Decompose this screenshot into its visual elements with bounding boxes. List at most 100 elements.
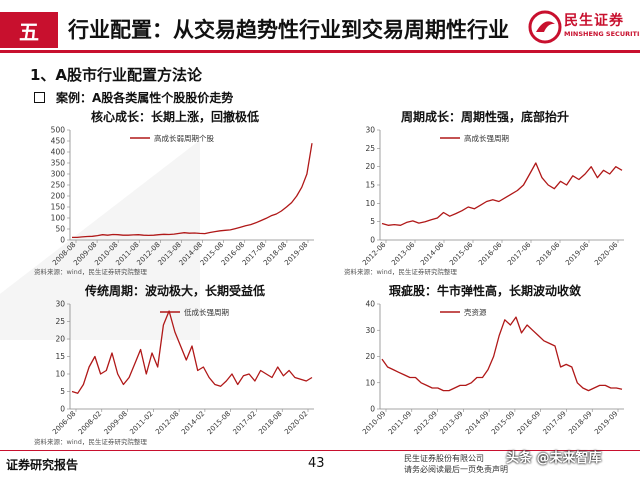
x-tick-label: 2015-08 bbox=[206, 410, 232, 436]
section-number-badge: 五 bbox=[0, 12, 58, 48]
y-tick-label: 0 bbox=[60, 236, 65, 245]
y-tick-label: 25 bbox=[365, 144, 375, 153]
y-tick-label: 400 bbox=[51, 148, 66, 157]
x-tick-label: 2013-06 bbox=[390, 240, 417, 267]
page-number: 43 bbox=[308, 456, 325, 471]
y-tick-label: 15 bbox=[365, 181, 375, 190]
x-tick-label: 2018-06 bbox=[535, 240, 562, 267]
header-divider bbox=[0, 50, 640, 53]
bullet-square-icon bbox=[34, 92, 45, 103]
chart-flawed-stock: 瑕疵股：牛市弹性高，长期波动收敛 0 10 20 30 40 2010-09 2011-09… bbox=[340, 282, 630, 447]
page-title: 行业配置：从交易趋势性行业到交易周期性行业 bbox=[68, 18, 509, 42]
y-tick-label: 20 bbox=[365, 162, 375, 171]
footer-divider bbox=[0, 450, 640, 451]
y-tick-label: 450 bbox=[51, 137, 66, 146]
chart-source: 资料来源：wind，民生证券研究院整理 bbox=[344, 268, 457, 276]
y-tick-label: 40 bbox=[365, 300, 375, 309]
y-tick-label: 25 bbox=[55, 317, 65, 326]
x-tick-label: 2008-02 bbox=[77, 410, 103, 436]
x-tick-label: 2014-02 bbox=[180, 410, 206, 436]
y-tick-label: 0 bbox=[370, 236, 375, 245]
x-tick-label: 2011-09 bbox=[387, 410, 413, 436]
y-tick-label: 15 bbox=[55, 352, 65, 361]
y-tick-label: 350 bbox=[51, 159, 66, 168]
watermark: 头条 @未来智库 bbox=[506, 451, 602, 466]
chart-svg: 0 5 10 15 20 25 30 2006-08 2008-02 2009-08 2011-02… bbox=[51, 300, 314, 436]
x-tick-label: 2014-06 bbox=[419, 240, 446, 267]
y-tick-label: 0 bbox=[370, 405, 375, 414]
x-tick-label: 2017-06 bbox=[506, 240, 533, 267]
disclaimer: 民生证券股份有限公司 请务必阅读最后一页免责声明 bbox=[404, 453, 508, 475]
logo-text-cn: 民生证券 bbox=[564, 13, 624, 29]
y-tick-label: 10 bbox=[365, 378, 375, 387]
y-tick-label: 250 bbox=[51, 181, 66, 190]
y-tick-label: 30 bbox=[365, 126, 375, 135]
disclaimer-line-2: 请务必阅读最后一页免责声明 bbox=[404, 465, 508, 474]
x-tick-label: 2014-09 bbox=[464, 410, 490, 436]
legend-label: 壳资源 bbox=[464, 307, 487, 317]
series-line bbox=[381, 316, 623, 392]
x-tick-label: 2019-09 bbox=[593, 410, 619, 436]
chart-title: 传统周期：波动极大，长期受益低 bbox=[84, 284, 265, 298]
y-tick-label: 100 bbox=[51, 214, 66, 223]
section-heading: 1、A股市行业配置方法论 bbox=[30, 66, 203, 84]
x-tick-label: 2009-08 bbox=[103, 410, 129, 436]
x-tick-label: 2011-02 bbox=[128, 410, 154, 436]
x-tick-label: 2012-08 bbox=[154, 410, 180, 436]
x-tick-label: 2012-09 bbox=[413, 410, 439, 436]
x-tick-label: 2017-09 bbox=[542, 410, 568, 436]
y-tick-label: 500 bbox=[51, 126, 66, 135]
x-tick-label: 2010-09 bbox=[361, 410, 387, 436]
case-label: 案例：A股各类属性个股股价走势 bbox=[56, 91, 234, 105]
x-tick-label: 2015-09 bbox=[490, 410, 516, 436]
y-tick-label: 5 bbox=[370, 217, 375, 226]
x-tick-label: 2016-09 bbox=[516, 410, 542, 436]
x-tick-label: 2019-08 bbox=[283, 241, 309, 267]
chart-source: 资料来源：wind，民生证券研究院整理 bbox=[34, 268, 147, 276]
x-tick-label: 2006-08 bbox=[51, 410, 77, 436]
legend-label: 低成长强周期 bbox=[184, 307, 229, 317]
chart-title: 瑕疵股：牛市弹性高，长期波动收敛 bbox=[388, 284, 581, 298]
y-tick-label: 5 bbox=[60, 387, 65, 396]
x-tick-label: 2015-06 bbox=[448, 240, 475, 267]
x-tick-label: 2019-06 bbox=[564, 240, 591, 267]
y-tick-label: 30 bbox=[365, 326, 375, 335]
y-tick-label: 30 bbox=[55, 300, 65, 309]
logo-text-en: MINSHENG SECURITIES bbox=[564, 30, 640, 38]
y-tick-label: 50 bbox=[55, 225, 65, 234]
y-tick-label: 200 bbox=[51, 192, 66, 201]
legend-label: 高成长弱周期个股 bbox=[154, 133, 214, 143]
series-line bbox=[72, 143, 313, 239]
x-tick-label: 2020-02 bbox=[283, 410, 309, 436]
x-tick-label: 2016-06 bbox=[477, 240, 504, 267]
footer-report-label: 证券研究报告 bbox=[6, 458, 79, 472]
chart-title: 周期成长：周期性强，底部抬升 bbox=[400, 110, 569, 124]
y-tick-label: 10 bbox=[55, 370, 65, 379]
chart-title: 核心成长：长期上涨，回撤极低 bbox=[90, 110, 259, 124]
y-tick-label: 10 bbox=[365, 199, 375, 208]
chart-core-growth: 核心成长：长期上涨，回撤极低 0 50 100 150 200 250 300 350 400 4… bbox=[30, 108, 320, 278]
chart-traditional-cyclical: 传统周期：波动极大，长期受益低 0 5 10 15 20 25 30 2006-08 2008-… bbox=[30, 282, 320, 447]
series-line bbox=[71, 310, 313, 394]
x-tick-label: 2018-09 bbox=[567, 410, 593, 436]
chart-svg: 0501001502002503003504004505002008-08200… bbox=[51, 126, 314, 267]
y-tick-label: 20 bbox=[55, 335, 65, 344]
x-tick-label: 2017-02 bbox=[232, 410, 258, 436]
chart-cyclical-growth: 周期成长：周期性强，底部抬升 0 5 10 15 20 25 30 2012-06 2013-0… bbox=[340, 108, 630, 278]
disclaimer-line-1: 民生证券股份有限公司 bbox=[404, 454, 484, 463]
minsheng-logo-icon bbox=[528, 10, 562, 44]
series-line bbox=[381, 162, 623, 226]
y-tick-label: 150 bbox=[51, 203, 66, 212]
company-logo: 民生证券 MINSHENG SECURITIES bbox=[528, 10, 640, 46]
chart-source: 资料来源：wind，民生证券研究院整理 bbox=[34, 438, 147, 446]
y-tick-label: 20 bbox=[365, 352, 375, 361]
x-tick-label: 2018-08 bbox=[257, 410, 283, 436]
y-tick-label: 0 bbox=[60, 405, 65, 414]
legend-label: 高成长强周期 bbox=[464, 133, 509, 143]
y-tick-label: 300 bbox=[51, 170, 66, 179]
x-tick-label: 2020-06 bbox=[593, 240, 620, 267]
x-tick-label: 2013-09 bbox=[438, 410, 464, 436]
